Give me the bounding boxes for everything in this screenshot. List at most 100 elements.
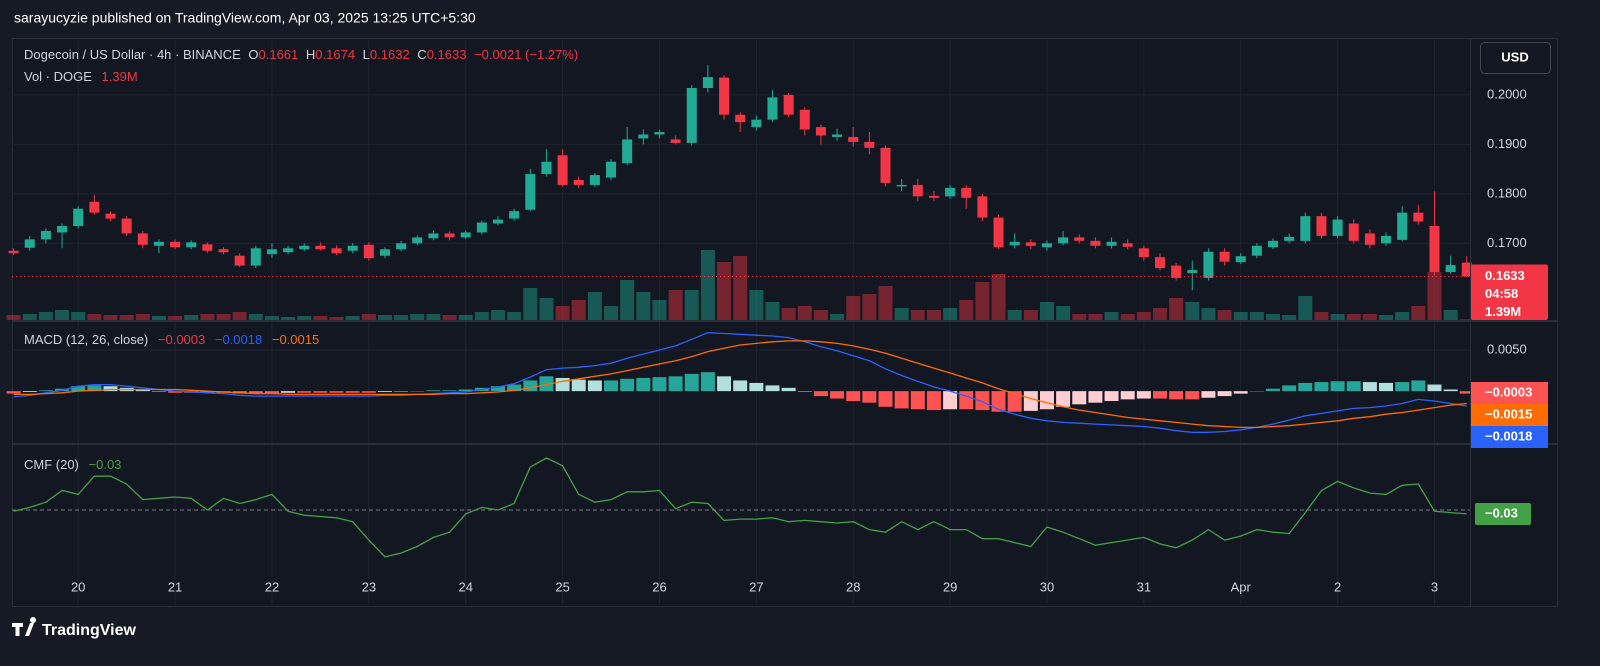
- volume-bar: [1427, 272, 1442, 320]
- macd-histogram-bar: [377, 391, 392, 392]
- tradingview-logo: TradingView: [12, 617, 137, 639]
- candle-body: [1041, 243, 1052, 248]
- volume-bar: [830, 314, 845, 320]
- volume-bar: [458, 315, 473, 320]
- macd-histogram-bar: [620, 378, 635, 392]
- candle-body: [444, 233, 455, 238]
- candle-body: [751, 119, 762, 128]
- candle-body: [412, 237, 423, 244]
- macd-histogram-bar: [668, 376, 683, 392]
- macd-histogram-bar: [1233, 391, 1248, 394]
- macd-value-box: [1471, 404, 1548, 426]
- candle-body: [670, 139, 681, 143]
- macd-histogram-bar: [1395, 382, 1410, 392]
- volume-bar: [571, 300, 586, 320]
- volume-bar: [862, 294, 877, 320]
- candle-body: [525, 174, 536, 210]
- volume-bar: [1233, 312, 1248, 320]
- volume-bar: [1314, 312, 1329, 320]
- macd-histogram-bar: [1201, 391, 1216, 398]
- candle-body: [654, 132, 665, 135]
- volume-bar: [1395, 312, 1410, 320]
- signal-line: [13, 340, 1467, 429]
- candle-body: [137, 233, 148, 245]
- candle-body: [1268, 240, 1279, 248]
- candle-body: [1332, 219, 1343, 236]
- macd-histogram-bar: [1266, 388, 1281, 392]
- macd-histogram-bar: [297, 391, 312, 393]
- candle-body: [1429, 226, 1440, 273]
- candle-body: [928, 195, 939, 198]
- macd-histogram-bar: [1459, 391, 1474, 394]
- macd-histogram-bar: [442, 390, 457, 392]
- candle-body: [1154, 257, 1165, 269]
- y-tick-label: 0.1800: [1487, 185, 1527, 200]
- macd-histogram-bar: [458, 389, 473, 392]
- candle-body: [1138, 248, 1149, 258]
- y-tick-label: 0.2000: [1487, 86, 1527, 101]
- macd-histogram-bar: [1427, 384, 1442, 392]
- volume-bar: [1411, 306, 1426, 320]
- candle-body: [331, 248, 342, 254]
- candle-body: [89, 201, 100, 213]
- candle-body: [686, 87, 697, 143]
- macd-title: MACD (12, 26, close): [24, 332, 148, 347]
- macd-line-value: −0.0018: [215, 332, 262, 347]
- candle-body: [945, 187, 956, 197]
- chart-frame: [12, 38, 1558, 607]
- volume-bar: [38, 312, 53, 320]
- x-tick-label: 2: [1334, 579, 1341, 594]
- candle-body: [1397, 212, 1408, 240]
- candle-body: [170, 241, 181, 248]
- macd-histogram-bar: [135, 389, 150, 392]
- volume-bar: [87, 314, 102, 320]
- currency-button[interactable]: [1480, 42, 1551, 74]
- macd-histogram-bar: [491, 386, 505, 392]
- x-tick-label: 28: [846, 579, 860, 594]
- candle-body: [379, 249, 390, 256]
- macd-histogram-bar: [361, 391, 376, 393]
- volume-bar: [975, 282, 990, 320]
- macd-histogram-bar: [604, 380, 619, 392]
- macd-histogram-bar: [264, 391, 279, 394]
- volume-bar: [1298, 296, 1313, 320]
- macd-histogram-bar: [636, 377, 651, 392]
- candle-body: [493, 219, 503, 224]
- candle-body: [1381, 235, 1392, 244]
- candle-body: [735, 114, 746, 123]
- volume-bar: [717, 262, 732, 320]
- macd-histogram-bar: [652, 377, 667, 392]
- candle-body: [476, 222, 487, 233]
- candle-body: [1090, 240, 1101, 246]
- volume-bar: [426, 314, 441, 320]
- candle-body: [428, 233, 439, 239]
- ohlc-key: O: [248, 47, 258, 62]
- volume-bar: [1443, 310, 1458, 320]
- candle-body: [299, 245, 310, 250]
- candle-body: [121, 218, 132, 234]
- ohlc-value: 0.1633: [427, 47, 467, 62]
- volume-bar: [636, 292, 651, 320]
- macd-histogram-bar: [410, 391, 425, 392]
- volume-bar: [1346, 314, 1361, 320]
- macd-histogram-bar: [1298, 382, 1313, 392]
- volume-bar: [620, 280, 635, 320]
- candle-body: [396, 243, 407, 250]
- volume-bar: [749, 290, 764, 320]
- volume-bar: [910, 310, 925, 320]
- candle-body: [880, 147, 891, 183]
- macd-value-label: −0.0003: [1485, 384, 1532, 399]
- volume-bar: [184, 315, 199, 320]
- x-tick-label: 3: [1431, 579, 1438, 594]
- candle-body: [460, 232, 471, 238]
- y-tick-label: 0.1900: [1487, 136, 1527, 151]
- currency-label[interactable]: USD: [1501, 49, 1528, 64]
- macd-histogram-bar: [1104, 391, 1119, 402]
- volume-bar: [1379, 315, 1394, 320]
- candle-body: [589, 175, 600, 185]
- volume-bar: [781, 308, 796, 320]
- volume-bar: [1282, 315, 1297, 320]
- volume-bar: [684, 290, 699, 320]
- volume-bar: [135, 314, 150, 320]
- candle-body: [1235, 256, 1246, 263]
